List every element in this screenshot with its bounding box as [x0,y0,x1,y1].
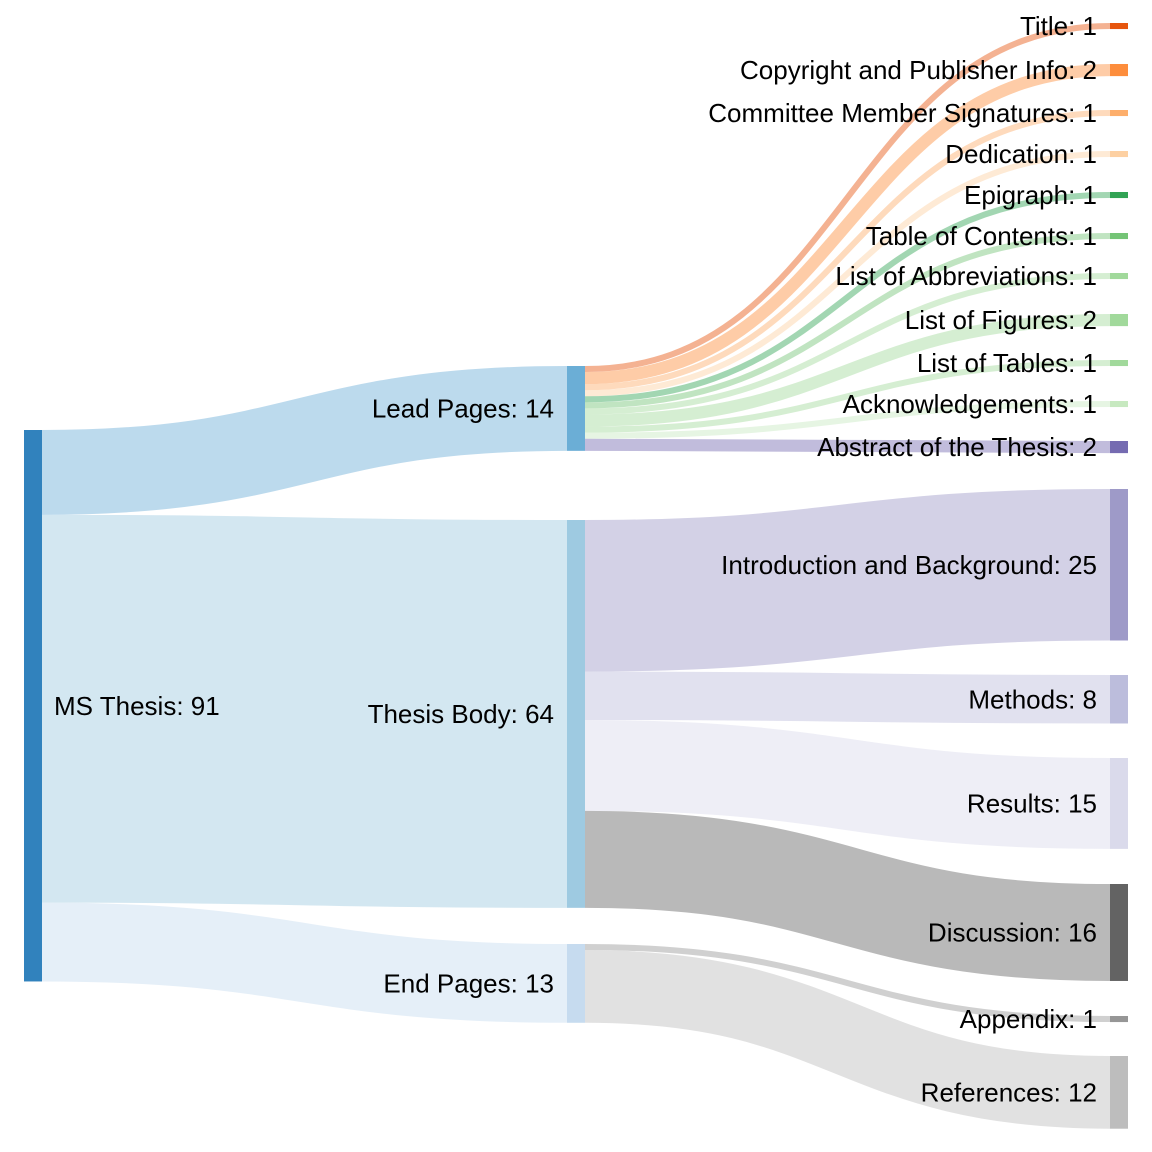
link-lead-ack [584,401,1111,439]
node-root [24,430,42,982]
node-title [1110,23,1128,30]
node-body [567,520,585,908]
node-label-toc: Table of Contents: 1 [866,221,1097,251]
node-label-references: References: 12 [921,1077,1097,1107]
node-label-committee: Committee Member Signatures: 1 [708,98,1097,128]
node-discussion [1110,884,1128,981]
node-lot [1110,360,1128,367]
link-lead-lot [584,360,1111,433]
links [41,23,1111,1129]
node-committee [1110,110,1128,117]
node-lof [1110,314,1128,327]
node-label-copyright: Copyright and Publisher Info: 2 [740,55,1097,85]
node-label-loa: List of Abbreviations: 1 [835,261,1097,291]
node-label-abstract: Abstract of the Thesis: 2 [817,432,1097,462]
node-label-results: Results: 15 [967,789,1097,819]
node-abstract [1110,441,1128,454]
node-label-title: Title: 1 [1020,11,1097,41]
link-lead-committee [584,110,1111,391]
node-dedication [1110,151,1128,158]
node-ack [1110,401,1128,408]
node-label-lead: Lead Pages: 14 [372,394,554,424]
node-label-discussion: Discussion: 16 [928,918,1097,948]
labels: MS Thesis: 91 Lead Pages: 14 Thesis Body: … [54,11,1097,1107]
node-label-dedication: Dedication: 1 [945,139,1097,169]
node-results [1110,758,1128,849]
node-epigraph [1110,192,1128,199]
node-label-epigraph: Epigraph: 1 [964,180,1097,210]
link-root-end [41,902,568,1023]
node-label-root: MS Thesis: 91 [54,691,220,721]
link-body-discussion [584,810,1111,981]
nodes [24,23,1128,1129]
link-lead-lof [584,314,1111,427]
node-lead [567,366,585,451]
link-root-body [41,514,568,908]
node-copyright [1110,64,1128,77]
link-lead-dedication [584,151,1111,397]
link-end-appendix [584,944,1111,1023]
link-body-methods [584,671,1111,724]
node-label-methods: Methods: 8 [968,684,1097,714]
link-end-references [584,950,1111,1129]
link-lead-abstract [584,438,1111,454]
link-lead-epigraph [584,192,1111,403]
link-lead-loa [584,273,1111,415]
node-label-end: End Pages: 13 [383,968,554,998]
node-label-ack: Acknowledgements: 1 [843,389,1097,419]
node-label-lot: List of Tables: 1 [917,348,1097,378]
link-body-intro [584,489,1111,672]
node-methods [1110,675,1128,724]
node-references [1110,1056,1128,1129]
link-lead-copyright [584,64,1111,385]
node-label-appendix: Appendix: 1 [960,1004,1097,1034]
node-toc [1110,233,1128,240]
link-lead-title [584,23,1111,373]
node-label-body: Thesis Body: 64 [368,699,554,729]
link-lead-toc [584,233,1111,409]
node-end [567,944,585,1023]
node-label-intro: Introduction and Background: 25 [721,550,1097,580]
link-root-lead [41,366,568,515]
link-body-results [584,719,1111,849]
node-appendix [1110,1016,1128,1023]
node-loa [1110,273,1128,280]
node-intro [1110,489,1128,641]
node-label-lof: List of Figures: 2 [905,305,1097,335]
